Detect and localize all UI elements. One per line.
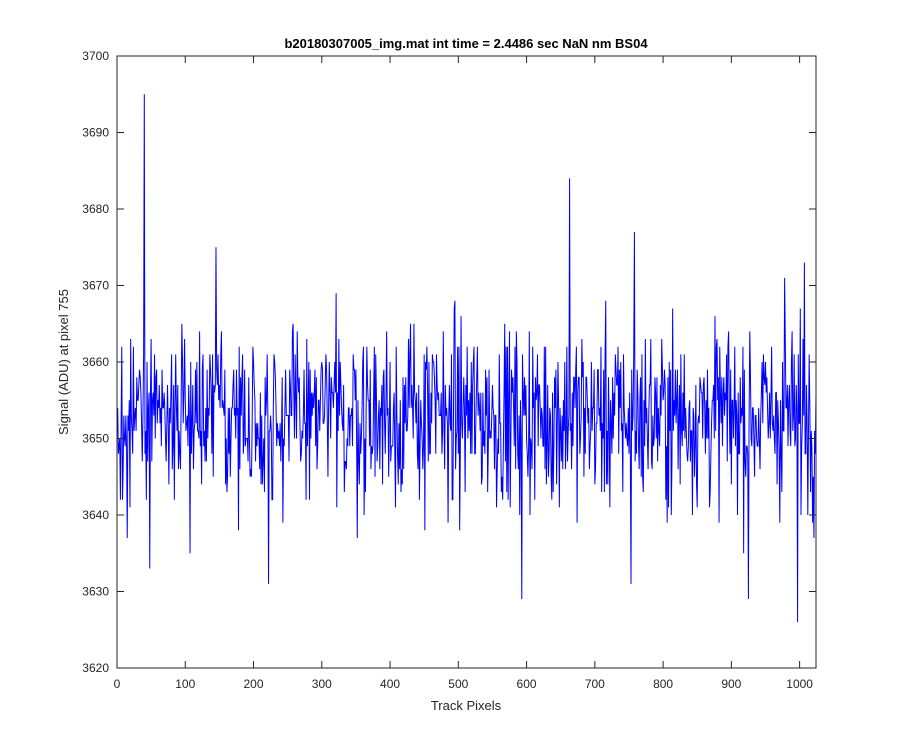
y-axis-label: Signal (ADU) at pixel 755 — [56, 289, 71, 435]
x-tick-label: 1000 — [786, 677, 813, 691]
x-tick-label: 700 — [585, 677, 605, 691]
y-tick-label: 3700 — [82, 49, 109, 63]
y-tick-label: 3640 — [82, 508, 109, 522]
y-tick-label: 3620 — [82, 661, 109, 675]
x-tick-label: 0 — [114, 677, 121, 691]
x-axis-label: Track Pixels — [431, 698, 502, 713]
x-tick-label: 600 — [517, 677, 537, 691]
y-tick-label: 3660 — [82, 355, 109, 369]
y-ticks: 3620 3630 3640 3650 3660 3670 3680 3690 3700 — [82, 49, 816, 675]
series-layer — [117, 94, 817, 623]
series-line — [117, 94, 817, 623]
plot-area — [117, 56, 816, 668]
y-tick-label: 3650 — [82, 432, 109, 446]
x-tick-label: 400 — [380, 677, 400, 691]
x-tick-label: 300 — [312, 677, 332, 691]
y-tick-label: 3630 — [82, 585, 109, 599]
y-tick-label: 3670 — [82, 279, 109, 293]
x-tick-label: 200 — [244, 677, 264, 691]
x-tick-label: 900 — [721, 677, 741, 691]
x-tick-label: 500 — [448, 677, 468, 691]
y-tick-label: 3690 — [82, 126, 109, 140]
x-tick-label: 100 — [175, 677, 195, 691]
y-tick-label: 3680 — [82, 202, 109, 216]
chart-title: b20180307005_img.mat int time = 2.4486 s… — [284, 36, 648, 51]
x-tick-label: 800 — [653, 677, 673, 691]
x-ticks: 0 100 200 300 400 500 600 700 800 900 1000 — [114, 56, 813, 691]
